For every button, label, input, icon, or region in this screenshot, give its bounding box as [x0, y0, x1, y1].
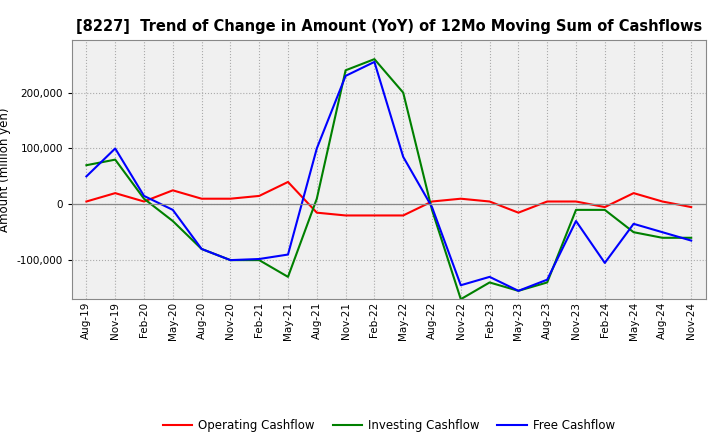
Investing Cashflow: [226, 257, 235, 263]
Free Cashflow: [658, 230, 667, 235]
Operating Cashflow: [428, 199, 436, 204]
Free Cashflow: [514, 288, 523, 293]
Operating Cashflow: [284, 180, 292, 185]
Free Cashflow: [140, 193, 148, 198]
Investing Cashflow: [312, 196, 321, 202]
Investing Cashflow: [514, 288, 523, 293]
Free Cashflow: [572, 218, 580, 224]
Investing Cashflow: [428, 207, 436, 213]
Free Cashflow: [226, 257, 235, 263]
Free Cashflow: [255, 257, 264, 262]
Investing Cashflow: [399, 90, 408, 95]
Legend: Operating Cashflow, Investing Cashflow, Free Cashflow: Operating Cashflow, Investing Cashflow, …: [158, 414, 619, 436]
Free Cashflow: [485, 274, 494, 279]
Operating Cashflow: [226, 196, 235, 202]
Free Cashflow: [168, 207, 177, 213]
Title: [8227]  Trend of Change in Amount (YoY) of 12Mo Moving Sum of Cashflows: [8227] Trend of Change in Amount (YoY) o…: [76, 19, 702, 34]
Investing Cashflow: [687, 235, 696, 240]
Operating Cashflow: [485, 199, 494, 204]
Free Cashflow: [543, 277, 552, 282]
Operating Cashflow: [600, 205, 609, 210]
Free Cashflow: [456, 282, 465, 288]
Line: Operating Cashflow: Operating Cashflow: [86, 182, 691, 216]
Operating Cashflow: [341, 213, 350, 218]
Operating Cashflow: [629, 191, 638, 196]
Free Cashflow: [197, 246, 206, 252]
Investing Cashflow: [284, 274, 292, 279]
Free Cashflow: [312, 146, 321, 151]
Free Cashflow: [428, 205, 436, 210]
Investing Cashflow: [572, 207, 580, 213]
Operating Cashflow: [168, 188, 177, 193]
Free Cashflow: [341, 73, 350, 78]
Line: Investing Cashflow: Investing Cashflow: [86, 59, 691, 299]
Operating Cashflow: [572, 199, 580, 204]
Free Cashflow: [629, 221, 638, 227]
Operating Cashflow: [82, 199, 91, 204]
Investing Cashflow: [255, 257, 264, 263]
Operating Cashflow: [658, 199, 667, 204]
Line: Free Cashflow: Free Cashflow: [86, 62, 691, 291]
Investing Cashflow: [370, 56, 379, 62]
Free Cashflow: [370, 59, 379, 65]
Investing Cashflow: [168, 218, 177, 224]
Operating Cashflow: [687, 205, 696, 210]
Investing Cashflow: [485, 280, 494, 285]
Investing Cashflow: [111, 157, 120, 162]
Y-axis label: Amount (million yen): Amount (million yen): [0, 107, 12, 231]
Free Cashflow: [111, 146, 120, 151]
Operating Cashflow: [456, 196, 465, 202]
Investing Cashflow: [341, 68, 350, 73]
Operating Cashflow: [140, 199, 148, 204]
Free Cashflow: [600, 260, 609, 266]
Operating Cashflow: [543, 199, 552, 204]
Investing Cashflow: [658, 235, 667, 240]
Operating Cashflow: [370, 213, 379, 218]
Investing Cashflow: [82, 162, 91, 168]
Investing Cashflow: [543, 280, 552, 285]
Investing Cashflow: [456, 297, 465, 302]
Investing Cashflow: [140, 196, 148, 202]
Investing Cashflow: [600, 207, 609, 213]
Operating Cashflow: [514, 210, 523, 215]
Operating Cashflow: [255, 193, 264, 198]
Operating Cashflow: [312, 210, 321, 215]
Operating Cashflow: [197, 196, 206, 202]
Free Cashflow: [284, 252, 292, 257]
Investing Cashflow: [629, 230, 638, 235]
Investing Cashflow: [197, 246, 206, 252]
Free Cashflow: [82, 174, 91, 179]
Operating Cashflow: [111, 191, 120, 196]
Free Cashflow: [399, 154, 408, 159]
Free Cashflow: [687, 238, 696, 243]
Operating Cashflow: [399, 213, 408, 218]
